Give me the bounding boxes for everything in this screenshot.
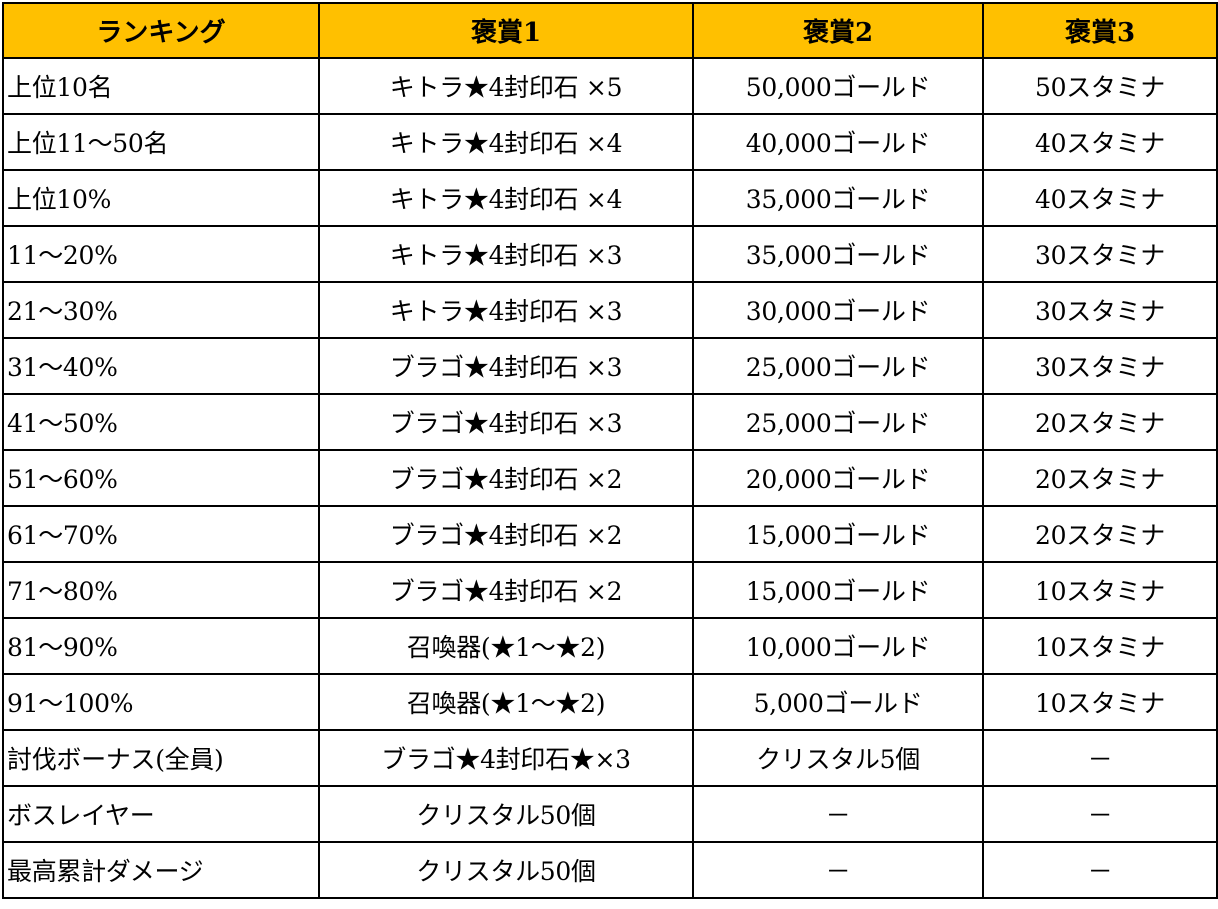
reward-1-cell: ブラゴ★4封印石 ×2 (318, 449, 694, 507)
reward-3-cell: － (982, 785, 1218, 843)
header-reward-3: 褒賞3 (982, 2, 1218, 59)
reward-1-cell: キトラ★4封印石 ×5 (318, 57, 694, 115)
reward-2-cell: － (692, 841, 984, 899)
reward-3-cell: 40スタミナ (982, 169, 1218, 227)
header-reward-1: 褒賞1 (318, 2, 694, 59)
reward-1-cell: キトラ★4封印石 ×4 (318, 113, 694, 171)
reward-2-cell: クリスタル5個 (692, 729, 984, 787)
reward-1-cell: ブラゴ★4封印石 ×2 (318, 561, 694, 619)
table-row: 21～30% キトラ★4封印石 ×3 30,000ゴールド 30スタミナ (2, 281, 1218, 339)
ranking-cell: 討伐ボーナス(全員) (2, 729, 320, 787)
ranking-cell: 21～30% (2, 281, 320, 339)
reward-3-cell: － (982, 841, 1218, 899)
reward-2-cell: 25,000ゴールド (692, 393, 984, 451)
ranking-cell: 上位11～50名 (2, 113, 320, 171)
reward-2-cell: 20,000ゴールド (692, 449, 984, 507)
header-row: ランキング 褒賞1 褒賞2 褒賞3 (2, 2, 1218, 59)
ranking-cell: 51～60% (2, 449, 320, 507)
ranking-cell: 71～80% (2, 561, 320, 619)
table-row: 最高累計ダメージ クリスタル50個－－ (2, 841, 1218, 899)
table-row: 上位10名 キトラ★4封印石 ×5 50,000ゴールド 50スタミナ (2, 57, 1218, 115)
table-row: 上位11～50名 キトラ★4封印石 ×4 40,000ゴールド 40スタミナ (2, 113, 1218, 171)
reward-1-cell: ブラゴ★4封印石 ×3 (318, 337, 694, 395)
ranking-cell: 上位10% (2, 169, 320, 227)
reward-3-cell: 10スタミナ (982, 673, 1218, 731)
reward-3-cell: 30スタミナ (982, 281, 1218, 339)
reward-1-cell: 召喚器(★1～★2) (318, 673, 694, 731)
reward-1-cell: 召喚器(★1～★2) (318, 617, 694, 675)
reward-1-cell: キトラ★4封印石 ×3 (318, 281, 694, 339)
ranking-cell: 31～40% (2, 337, 320, 395)
header-reward-2: 褒賞2 (692, 2, 984, 59)
reward-2-cell: 15,000ゴールド (692, 505, 984, 563)
reward-2-cell: 35,000ゴールド (692, 225, 984, 283)
header-ranking: ランキング (2, 2, 320, 59)
table-row: 61～70% ブラゴ★4封印石 ×2 15,000ゴールド 20スタミナ (2, 505, 1218, 563)
ranking-cell: 61～70% (2, 505, 320, 563)
ranking-cell: 81～90% (2, 617, 320, 675)
table-row: 41～50% ブラゴ★4封印石 ×3 25,000ゴールド 20スタミナ (2, 393, 1218, 451)
reward-1-cell: ブラゴ★4封印石★×3 (318, 729, 694, 787)
reward-3-cell: 50スタミナ (982, 57, 1218, 115)
reward-2-cell: 30,000ゴールド (692, 281, 984, 339)
table-body: 上位10名 キトラ★4封印石 ×5 50,000ゴールド 50スタミナ 上位11～50名… (2, 57, 1218, 899)
ranking-cell: 41～50% (2, 393, 320, 451)
ranking-cell: 上位10名 (2, 57, 320, 115)
table-row: 81～90% 召喚器(★1～★2) 10,000ゴールド 10スタミナ (2, 617, 1218, 675)
ranking-cell: 最高累計ダメージ (2, 841, 320, 899)
reward-1-cell: キトラ★4封印石 ×4 (318, 169, 694, 227)
table-row: 71～80% ブラゴ★4封印石 ×2 15,000ゴールド 10スタミナ (2, 561, 1218, 619)
reward-3-cell: 20スタミナ (982, 393, 1218, 451)
ranking-cell: ボスレイヤー (2, 785, 320, 843)
table-row: 51～60% ブラゴ★4封印石 ×2 20,000ゴールド 20スタミナ (2, 449, 1218, 507)
reward-3-cell: 30スタミナ (982, 225, 1218, 283)
reward-1-cell: クリスタル50個 (318, 841, 694, 899)
reward-3-cell: 10スタミナ (982, 617, 1218, 675)
reward-1-cell: ブラゴ★4封印石 ×3 (318, 393, 694, 451)
reward-2-cell: 10,000ゴールド (692, 617, 984, 675)
table-row: 31～40% ブラゴ★4封印石 ×3 25,000ゴールド 30スタミナ (2, 337, 1218, 395)
reward-1-cell: ブラゴ★4封印石 ×2 (318, 505, 694, 563)
reward-2-cell: － (692, 785, 984, 843)
reward-3-cell: 30スタミナ (982, 337, 1218, 395)
table-row: 上位10% キトラ★4封印石 ×4 35,000ゴールド 40スタミナ (2, 169, 1218, 227)
reward-1-cell: キトラ★4封印石 ×3 (318, 225, 694, 283)
table-row: 討伐ボーナス(全員) ブラゴ★4封印石★×3 クリスタル5個－ (2, 729, 1218, 787)
reward-2-cell: 50,000ゴールド (692, 57, 984, 115)
ranking-cell: 91～100% (2, 673, 320, 731)
reward-2-cell: 35,000ゴールド (692, 169, 984, 227)
reward-3-cell: － (982, 729, 1218, 787)
reward-3-cell: 20スタミナ (982, 505, 1218, 563)
reward-2-cell: 40,000ゴールド (692, 113, 984, 171)
table-row: 91～100% 召喚器(★1～★2) 5,000ゴールド 10スタミナ (2, 673, 1218, 731)
reward-3-cell: 10スタミナ (982, 561, 1218, 619)
table-row: 11～20% キトラ★4封印石 ×3 35,000ゴールド 30スタミナ (2, 225, 1218, 283)
reward-3-cell: 20スタミナ (982, 449, 1218, 507)
table-row: ボスレイヤー クリスタル50個－－ (2, 785, 1218, 843)
reward-2-cell: 25,000ゴールド (692, 337, 984, 395)
reward-3-cell: 40スタミナ (982, 113, 1218, 171)
reward-2-cell: 15,000ゴールド (692, 561, 984, 619)
ranking-cell: 11～20% (2, 225, 320, 283)
reward-2-cell: 5,000ゴールド (692, 673, 984, 731)
reward-1-cell: クリスタル50個 (318, 785, 694, 843)
